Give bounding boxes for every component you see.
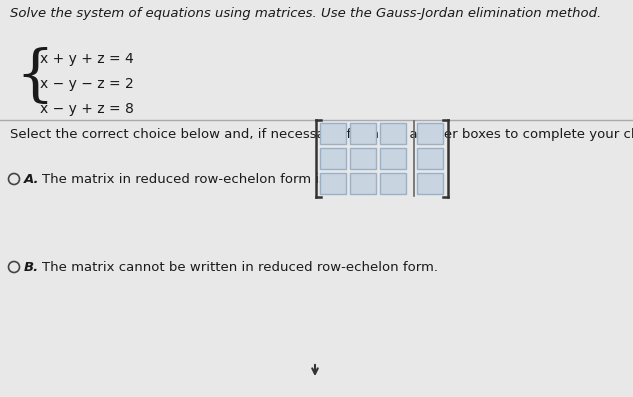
FancyBboxPatch shape <box>417 123 443 143</box>
Text: Select the correct choice below and, if necessary, fill in the answer boxes to c: Select the correct choice below and, if … <box>10 128 633 141</box>
Text: {: { <box>15 47 54 107</box>
FancyBboxPatch shape <box>350 123 376 143</box>
Text: The matrix cannot be written in reduced row-echelon form.: The matrix cannot be written in reduced … <box>42 261 438 274</box>
Text: x + y + z = 4: x + y + z = 4 <box>40 52 134 66</box>
FancyBboxPatch shape <box>320 123 346 143</box>
FancyBboxPatch shape <box>320 148 346 168</box>
FancyBboxPatch shape <box>350 148 376 168</box>
FancyBboxPatch shape <box>380 148 406 168</box>
Text: The matrix in reduced row-echelon form is: The matrix in reduced row-echelon form i… <box>42 173 326 186</box>
Text: x − y − z = 2: x − y − z = 2 <box>40 77 134 91</box>
FancyBboxPatch shape <box>417 148 443 168</box>
FancyBboxPatch shape <box>417 173 443 193</box>
Text: B.: B. <box>24 261 39 274</box>
Text: Solve the system of equations using matrices. Use the Gauss-Jordan elimination m: Solve the system of equations using matr… <box>10 7 601 20</box>
FancyBboxPatch shape <box>320 173 346 193</box>
Text: x − y + z = 8: x − y + z = 8 <box>40 102 134 116</box>
Text: A.: A. <box>24 173 39 186</box>
FancyBboxPatch shape <box>380 173 406 193</box>
FancyBboxPatch shape <box>380 123 406 143</box>
FancyBboxPatch shape <box>350 173 376 193</box>
